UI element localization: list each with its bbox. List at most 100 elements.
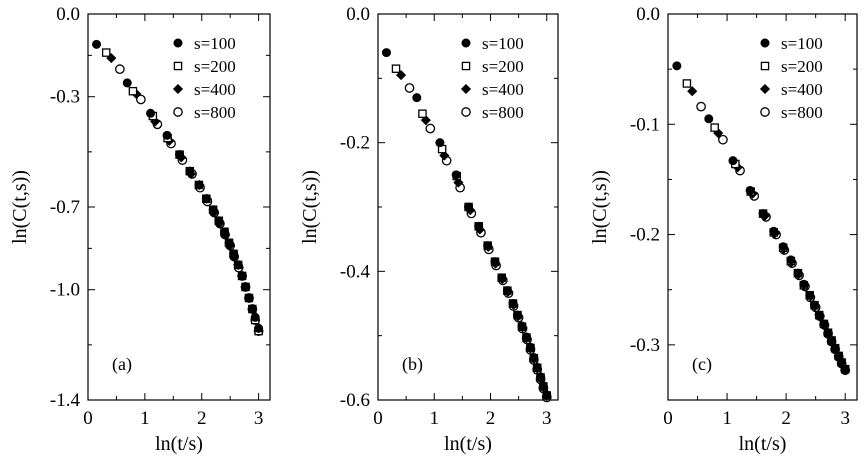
y-tick-label: -0.4 bbox=[340, 261, 371, 282]
data-point bbox=[696, 101, 706, 112]
data-point bbox=[830, 343, 840, 353]
data-point bbox=[175, 150, 185, 160]
data-point bbox=[101, 48, 111, 57]
x-axis-label: ln(t/s) bbox=[155, 433, 203, 455]
x-tick-label: 1 bbox=[722, 408, 732, 429]
y-tick-label: -1.0 bbox=[50, 280, 80, 301]
data-point bbox=[532, 362, 542, 372]
data-point bbox=[814, 310, 824, 320]
data-point bbox=[220, 227, 230, 237]
data-point bbox=[404, 83, 415, 93]
data-series bbox=[106, 52, 264, 337]
data-point bbox=[538, 381, 548, 391]
data-point bbox=[840, 364, 850, 374]
data-point bbox=[224, 238, 234, 248]
filled-diamond-icon bbox=[172, 83, 184, 95]
data-point bbox=[704, 114, 714, 124]
filled-diamond-icon bbox=[460, 83, 472, 95]
data-point bbox=[201, 194, 211, 204]
data-point bbox=[146, 108, 156, 118]
y-tick-label: 0.0 bbox=[346, 4, 370, 25]
x-tick-label: 1 bbox=[140, 408, 150, 429]
y-tick-label: -0.6 bbox=[340, 390, 370, 411]
data-point bbox=[451, 170, 461, 180]
legend-entry-label: s=200 bbox=[781, 57, 823, 76]
filled-diamond-icon bbox=[759, 83, 771, 95]
x-tick-label: 2 bbox=[486, 408, 496, 429]
data-point bbox=[769, 226, 779, 236]
data-point bbox=[827, 335, 837, 345]
data-point bbox=[162, 130, 172, 140]
y-axis-label: ln(C(t,s)) bbox=[299, 170, 321, 244]
data-point bbox=[490, 257, 500, 267]
panel-label: (b) bbox=[402, 354, 423, 375]
data-point bbox=[502, 286, 512, 296]
data-series bbox=[381, 48, 552, 400]
y-tick-label: -0.3 bbox=[50, 87, 80, 108]
data-series bbox=[682, 79, 850, 374]
open-square-icon bbox=[760, 61, 770, 71]
x-tick-label: 2 bbox=[781, 408, 791, 429]
legend-entry-label: s=200 bbox=[194, 57, 236, 76]
chart-panel: 0 1 2 3 0.0 -0.1 -0.2 -0.3 ln(t/s) ln(C(t,s)) (c) s… bbox=[589, 4, 858, 455]
x-axis-label: ln(t/s) bbox=[444, 433, 492, 455]
legend-entry-label: s=400 bbox=[781, 80, 823, 99]
data-point bbox=[819, 319, 829, 329]
data-point bbox=[529, 353, 539, 363]
data-point bbox=[208, 205, 218, 215]
open-square-icon bbox=[173, 61, 183, 71]
y-tick-label: -0.2 bbox=[340, 133, 370, 154]
data-series bbox=[115, 64, 264, 336]
x-tick-label: 0 bbox=[663, 408, 673, 429]
x-tick-label: 0 bbox=[373, 408, 383, 429]
data-series bbox=[92, 39, 264, 333]
data-point bbox=[778, 242, 788, 252]
data-point bbox=[525, 342, 535, 352]
data-point bbox=[237, 271, 247, 281]
data-point bbox=[425, 123, 436, 134]
data-point bbox=[136, 94, 146, 105]
data-point bbox=[194, 180, 204, 190]
data-point bbox=[536, 372, 546, 382]
x-tick-label: 3 bbox=[840, 408, 850, 429]
y-tick-label: -0.2 bbox=[630, 225, 660, 246]
y-tick-label: 0.0 bbox=[56, 4, 80, 25]
data-point bbox=[786, 255, 796, 265]
legend-entry-label: s=200 bbox=[482, 57, 524, 76]
y-tick-label: 0.0 bbox=[636, 4, 660, 25]
data-point bbox=[244, 293, 254, 303]
data-point bbox=[497, 273, 507, 283]
data-point bbox=[809, 300, 819, 310]
open-circle-icon bbox=[173, 107, 183, 117]
data-point bbox=[793, 268, 803, 278]
y-tick-label: -0.1 bbox=[630, 114, 660, 135]
open-circle-icon bbox=[760, 107, 770, 117]
data-point bbox=[435, 138, 445, 148]
x-axis-label: ln(t/s) bbox=[739, 433, 787, 455]
data-point bbox=[512, 310, 522, 320]
legend-entry-label: s=800 bbox=[781, 103, 823, 122]
data-point bbox=[254, 323, 264, 333]
plot-frame bbox=[87, 13, 271, 401]
data-point bbox=[687, 86, 698, 97]
data-point bbox=[799, 279, 809, 289]
data-point bbox=[682, 79, 692, 88]
data-series bbox=[101, 48, 263, 336]
data-point bbox=[92, 39, 102, 49]
data-point bbox=[418, 109, 427, 118]
data-point bbox=[453, 177, 464, 188]
x-tick-label: 1 bbox=[430, 408, 440, 429]
y-tick-label: -0.3 bbox=[630, 335, 660, 356]
data-point bbox=[672, 61, 682, 71]
legend: s=100 s=200 s=400 s=800 bbox=[172, 34, 236, 122]
data-point bbox=[247, 304, 257, 314]
open-circle-icon bbox=[461, 107, 471, 117]
filled-circle-icon bbox=[461, 38, 471, 48]
x-tick-label: 3 bbox=[542, 408, 552, 429]
data-point bbox=[122, 78, 132, 88]
legend-entry-label: s=100 bbox=[194, 34, 236, 53]
data-point bbox=[381, 48, 391, 58]
x-tick-label: 3 bbox=[254, 408, 264, 429]
legend-entry-label: s=100 bbox=[781, 34, 823, 53]
